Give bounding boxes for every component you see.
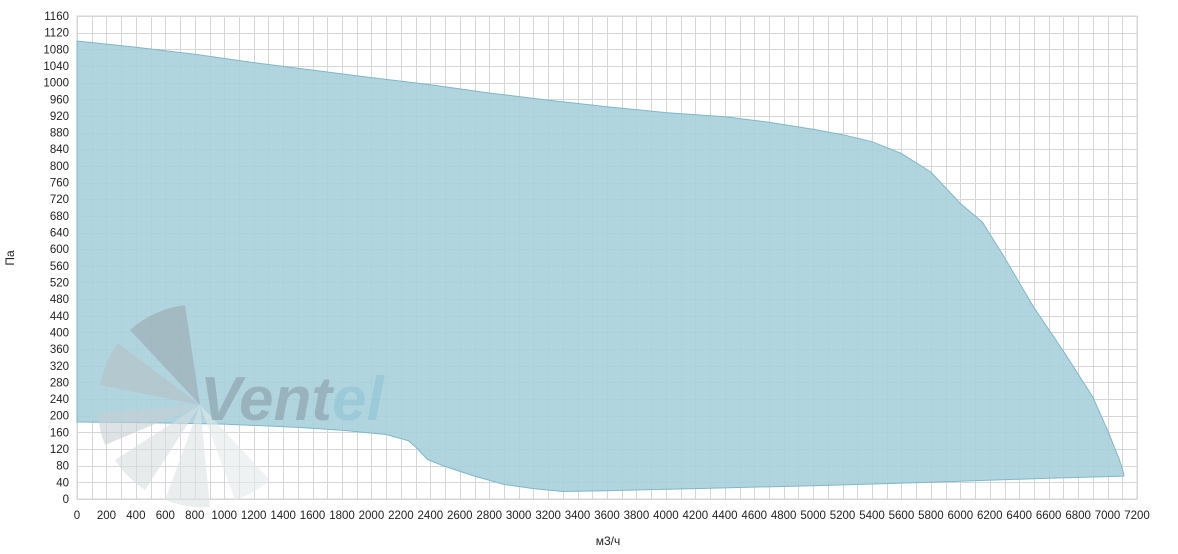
ventel-watermark: Ventel xyxy=(98,305,386,508)
x-tick-label: 7200 xyxy=(1124,510,1150,522)
y-tick-label: 760 xyxy=(50,178,69,190)
fan-logo-icon xyxy=(98,305,270,508)
y-tick-label: 160 xyxy=(50,427,69,439)
y-tick-label: 400 xyxy=(50,327,69,339)
y-tick-label: 960 xyxy=(50,94,69,106)
x-tick-label: 6400 xyxy=(1006,510,1032,522)
watermark-text: Ventel xyxy=(200,365,386,434)
x-tick-label: 200 xyxy=(97,510,116,522)
x-tick-label: 5400 xyxy=(859,510,885,522)
x-tick-label: 3400 xyxy=(565,510,591,522)
x-tick-label: 6600 xyxy=(1036,510,1062,522)
y-tick-label: 1000 xyxy=(43,78,69,90)
y-tick-label: 280 xyxy=(50,377,69,389)
x-tick-label: 4400 xyxy=(712,510,738,522)
x-tick-label: 5200 xyxy=(830,510,856,522)
y-tick-label: 1040 xyxy=(43,61,69,73)
y-tick-label: 600 xyxy=(50,244,69,256)
y-tick-label: 1080 xyxy=(43,44,69,56)
y-axis-title: Па xyxy=(3,250,17,266)
x-tick-label: 3000 xyxy=(506,510,532,522)
x-tick-label: 3200 xyxy=(535,510,561,522)
x-tick-label: 400 xyxy=(126,510,145,522)
y-tick-label: 440 xyxy=(50,311,69,323)
y-tick-label: 320 xyxy=(50,361,69,373)
x-tick-label: 6000 xyxy=(948,510,974,522)
x-tick-label: 2400 xyxy=(418,510,444,522)
x-tick-label: 4200 xyxy=(683,510,709,522)
x-tick-label: 3600 xyxy=(594,510,620,522)
y-tick-label: 200 xyxy=(50,411,69,423)
x-tick-label: 1600 xyxy=(300,510,326,522)
y-tick-label: 920 xyxy=(50,111,69,123)
x-tick-label: 5800 xyxy=(918,510,944,522)
x-axis-title: м3/ч xyxy=(596,534,621,548)
x-tick-label: 2800 xyxy=(476,510,502,522)
x-tick-label: 2600 xyxy=(447,510,473,522)
x-tick-label: 3800 xyxy=(624,510,650,522)
x-tick-label: 1800 xyxy=(329,510,355,522)
y-tick-label: 640 xyxy=(50,228,69,240)
y-tick-label: 120 xyxy=(50,444,69,456)
x-tick-label: 1400 xyxy=(270,510,296,522)
x-tick-label: 7000 xyxy=(1095,510,1121,522)
x-tick-label: 5000 xyxy=(800,510,826,522)
x-tick-label: 5600 xyxy=(889,510,915,522)
x-tick-label: 4800 xyxy=(771,510,797,522)
y-tick-label: 880 xyxy=(50,128,69,140)
y-tick-label: 720 xyxy=(50,194,69,206)
x-tick-label: 1200 xyxy=(241,510,267,522)
y-tick-label: 480 xyxy=(50,294,69,306)
y-tick-label: 240 xyxy=(50,394,69,406)
x-tick-label: 600 xyxy=(156,510,175,522)
y-tick-label: 840 xyxy=(50,144,69,156)
y-tick-label: 40 xyxy=(56,477,69,489)
x-tick-label: 4000 xyxy=(653,510,679,522)
y-tick-label: 560 xyxy=(50,261,69,273)
y-tick-label: 360 xyxy=(50,344,69,356)
y-tick-label: 1120 xyxy=(44,28,69,40)
y-tick-label: 800 xyxy=(50,161,69,173)
y-tick-label: 80 xyxy=(56,461,69,473)
y-tick-label: 1160 xyxy=(44,11,69,23)
x-tick-label: 1000 xyxy=(211,510,237,522)
x-tick-label: 2000 xyxy=(359,510,385,522)
operating-range-area xyxy=(76,40,1125,493)
y-tick-label: 680 xyxy=(50,211,69,223)
x-tick-label: 800 xyxy=(185,510,204,522)
y-tick-label: 520 xyxy=(50,277,69,289)
y-axis-ticks: 0 40 80 120 160 200 240 280 320 360 400 440 480 520 56… xyxy=(43,11,69,506)
x-tick-label: 6200 xyxy=(977,510,1003,522)
x-tick-label: 0 xyxy=(74,510,80,522)
x-axis-ticks: 0 200 400 600 800 1000 1200 1400 1600 1800 2000 220… xyxy=(74,510,1150,522)
x-tick-label: 4600 xyxy=(741,510,767,522)
y-tick-label: 0 xyxy=(63,494,69,506)
x-tick-label: 2200 xyxy=(388,510,414,522)
performance-area xyxy=(76,40,1125,493)
x-tick-label: 6800 xyxy=(1065,510,1091,522)
